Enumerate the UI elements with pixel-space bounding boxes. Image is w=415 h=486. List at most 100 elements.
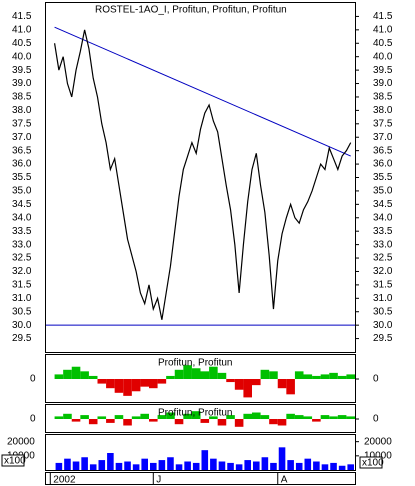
histogram-bar <box>312 419 321 422</box>
y-tick-label-left: 35.0 <box>12 186 32 197</box>
histogram-bar <box>63 413 72 419</box>
volume-bar <box>210 458 217 470</box>
panel-title: Profitun, Profitun <box>158 408 232 419</box>
y-tick-label-right: 30.5 <box>373 306 393 317</box>
x-axis-panel <box>45 472 356 485</box>
y-tick-label-left: 33.0 <box>12 239 32 250</box>
histogram-bar <box>174 369 184 379</box>
unit-label-right: x100 <box>362 458 384 469</box>
y-tick-label-left: 37.5 <box>12 118 32 129</box>
histogram-bar <box>114 415 124 419</box>
y-tick-label-left: 37.0 <box>12 132 32 143</box>
histogram-bar <box>286 413 295 419</box>
y-tick-label-right: 39.0 <box>373 78 393 89</box>
volume-bar <box>218 461 226 470</box>
y-tick-label-right: 33.0 <box>373 239 393 250</box>
y-tick-label-right: 35.5 <box>373 172 393 183</box>
y-tick-label-right: 20000 <box>364 436 392 447</box>
chart-title: ROSTEL-1AO_I, Profitun, Profitun, Profit… <box>95 5 287 16</box>
unit-label-left: x100 <box>4 456 26 467</box>
histogram-bar <box>243 379 252 398</box>
volume-bar <box>167 457 174 470</box>
x-tick-label: 2002 <box>53 475 76 486</box>
y-tick-label-right: 35.0 <box>373 186 393 197</box>
volume-bar <box>278 447 286 470</box>
trend-line <box>54 26 351 157</box>
volume-bar <box>55 462 63 470</box>
histogram-bar <box>320 374 330 379</box>
histogram-bar <box>54 374 64 379</box>
y-tick-label-right: 31.0 <box>373 293 393 304</box>
y-tick-label-right: 39.5 <box>373 65 393 76</box>
histogram-bar <box>80 415 89 419</box>
histogram-bar <box>97 416 107 419</box>
histogram-bar <box>191 411 201 419</box>
histogram-bar <box>106 379 115 389</box>
histogram-bar <box>114 379 124 393</box>
histogram-bar <box>286 379 295 395</box>
y-tick-label-right: 33.5 <box>373 226 393 237</box>
histogram-bar <box>54 416 64 419</box>
volume-bar <box>150 462 157 470</box>
y-tick-label-left: 38.5 <box>12 92 32 103</box>
histogram-bar <box>140 379 149 387</box>
volume-bar <box>295 462 303 470</box>
y-tick-label-left: 41.5 <box>12 11 32 22</box>
histogram-bar <box>260 415 270 419</box>
y-tick-label-left: 40.5 <box>12 38 32 49</box>
histogram-bar <box>226 379 235 383</box>
y-tick-label-left: 33.5 <box>12 226 32 237</box>
y-tick-label-right: 41.5 <box>373 11 393 22</box>
y-tick-label-right: 40.0 <box>373 51 393 62</box>
histogram-bar <box>71 366 81 379</box>
y-tick-label-left: 39.5 <box>12 65 32 76</box>
volume-bar <box>175 464 183 470</box>
histogram-bar <box>294 371 304 379</box>
volume-bar <box>330 462 337 470</box>
y-tick-label-left: 32.0 <box>12 266 32 277</box>
unit-box-right <box>359 456 383 469</box>
y-tick-label-left: 30.5 <box>12 306 32 317</box>
histogram-bar <box>80 371 89 379</box>
histogram-bar <box>294 415 304 419</box>
histogram-bar <box>226 415 235 419</box>
histogram-bar <box>166 412 175 419</box>
histogram-bar <box>303 416 313 419</box>
y-tick-label-left: 34.0 <box>12 212 32 223</box>
y-tick-label-left: 34.5 <box>12 199 32 210</box>
histogram-bar <box>329 416 338 419</box>
y-tick-label-right: 36.5 <box>373 145 393 156</box>
histogram-bar <box>97 379 107 384</box>
volume-bar <box>124 461 131 470</box>
histogram-bar <box>123 379 132 396</box>
x-tick-label: J <box>156 475 161 486</box>
volume-bar <box>347 464 354 470</box>
volume-bar <box>261 457 269 470</box>
y-tick-label-left: 36.0 <box>12 159 32 170</box>
y-tick-label-left: 0 <box>30 374 36 385</box>
histogram-bar <box>123 419 132 426</box>
histogram-bar <box>243 413 252 419</box>
volume-bar <box>235 464 243 470</box>
volume-panel <box>45 434 356 471</box>
y-tick-label-right: 32.5 <box>373 253 393 264</box>
price-line <box>53 29 352 320</box>
y-tick-label-left: 20000 <box>7 436 35 447</box>
volume-bar <box>287 460 294 470</box>
y-tick-label-left: 29.5 <box>12 333 32 344</box>
histogram-bar <box>149 379 158 389</box>
histogram-bar <box>131 416 141 419</box>
histogram-bar <box>329 372 338 379</box>
y-tick-label-right: 37.0 <box>373 132 393 143</box>
histogram-bar <box>191 368 201 379</box>
volume-bar <box>244 460 251 470</box>
histogram-bar <box>346 374 355 379</box>
y-tick-label-left: 41.0 <box>12 24 32 35</box>
y-tick-label-left: 32.5 <box>12 253 32 264</box>
volume-bar <box>184 461 191 470</box>
histogram-bar <box>277 419 287 426</box>
volume-bar <box>81 457 88 470</box>
histogram-bar <box>217 419 227 426</box>
y-tick-label-right: 0 <box>373 374 379 385</box>
volume-bar <box>98 460 106 470</box>
